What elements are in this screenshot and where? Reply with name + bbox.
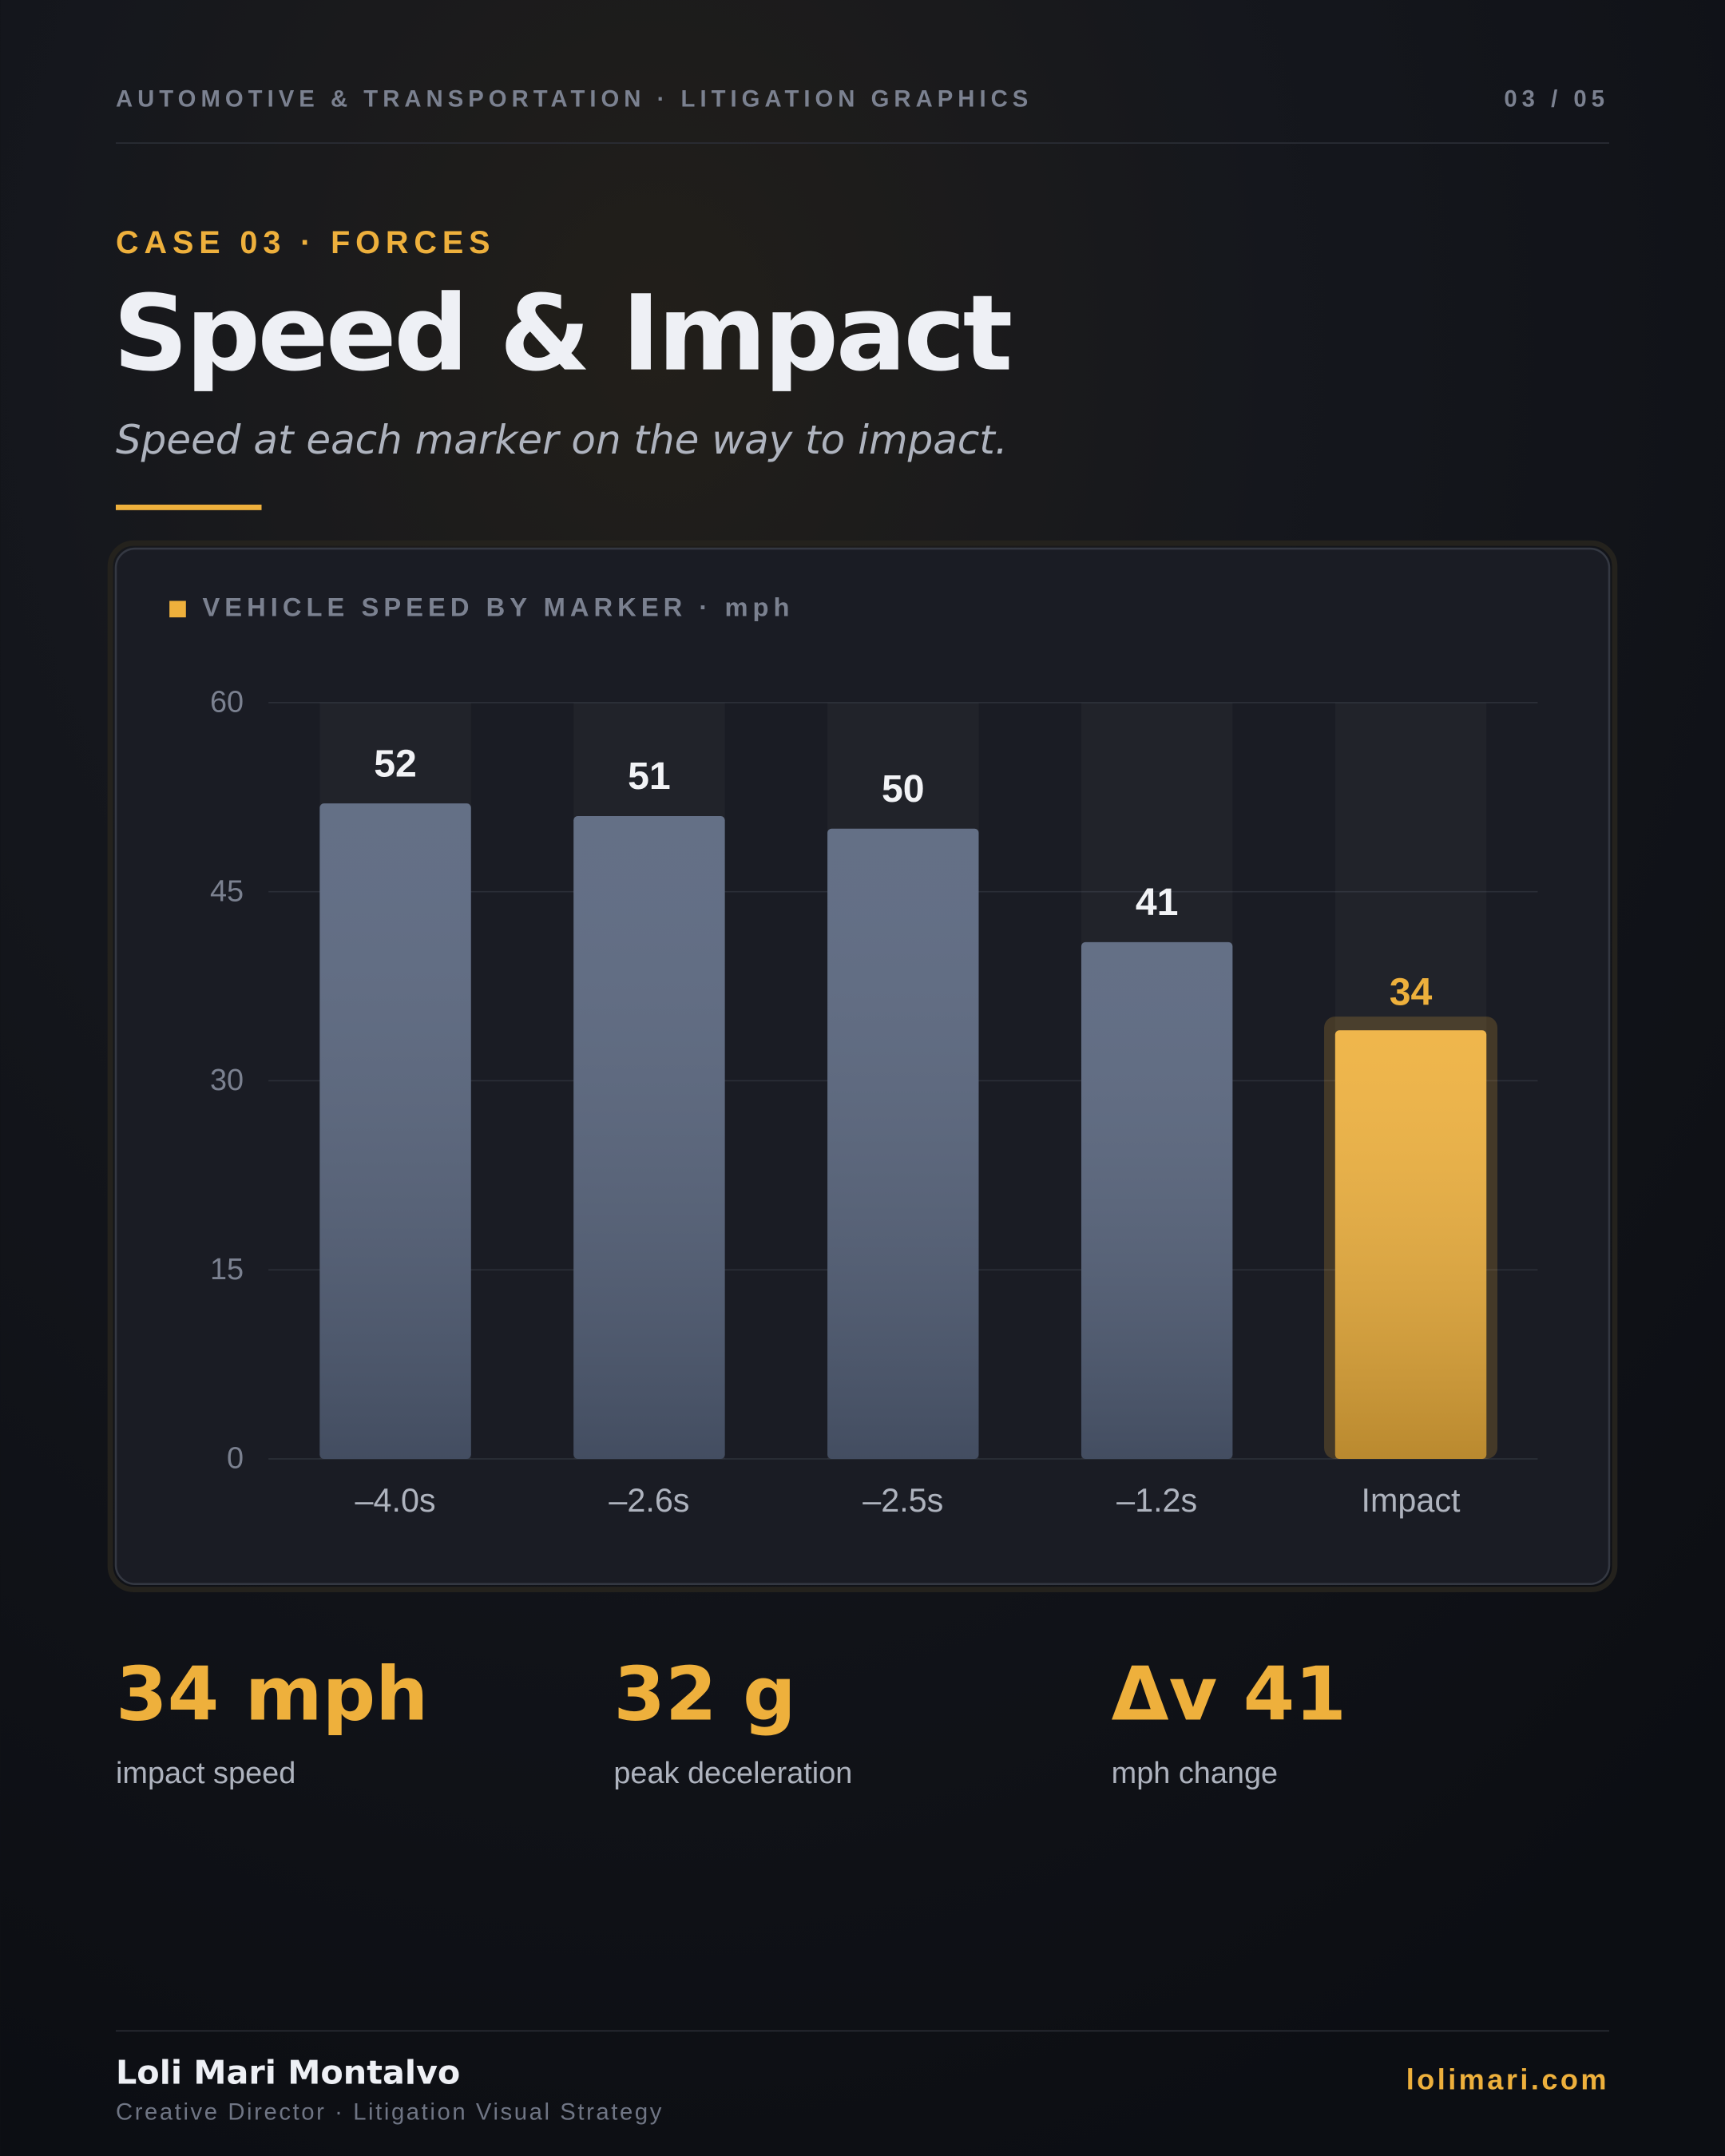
title: Speed & Impact [113,273,1011,394]
bar-shade [827,828,979,1459]
bar-shade [573,815,725,1459]
legend-swatch [169,600,186,618]
value-label: 34 [1390,970,1433,1013]
chart-title: VEHICLE SPEED BY MARKER · mph [202,592,794,621]
plot: 0 15 30 45 60 –4.0s 52 –2.6s 51 –2.5s 50 –1.2s 41 Imp… [210,686,1538,1519]
y-tick-label: 15 [210,1253,244,1286]
card-glow [107,540,1618,1593]
stat-value: 32 g [613,1651,795,1738]
subtitle: Speed at each marker on the way to impac… [116,417,1008,463]
x-tick-label: –2.6s [609,1482,689,1519]
bar-shade [1334,1030,1487,1459]
value-label: 52 [374,742,417,785]
y-tick-label: 30 [210,1064,244,1097]
stat-label: peak deceleration [613,1757,852,1790]
stat-value: Δv 41 [1112,1651,1346,1738]
stat-label: impact speed [116,1757,295,1790]
footer-name: Loli Mari Montalvo [116,2053,460,2091]
page-number: 03 / 05 [1504,86,1609,112]
y-tick-label: 45 [210,874,244,908]
x-tick-label: –4.0s [355,1482,436,1519]
footer-role: Creative Director · Litigation Visual St… [116,2099,664,2125]
footer-site: lolimari.com [1406,2063,1609,2096]
x-tick-label: –1.2s [1116,1482,1197,1519]
x-tick-label: Impact [1362,1482,1461,1519]
value-label: 51 [628,755,671,798]
bar-shade [319,803,471,1459]
x-tick-label: –2.5s [862,1482,943,1519]
stat-label: mph change [1112,1757,1278,1790]
accent-rule [115,504,262,510]
bar-shade [1081,941,1233,1459]
eyebrow: CASE 03 · FORCES [116,225,495,260]
y-tick-label: 60 [210,686,244,719]
y-tick-label: 0 [227,1442,244,1476]
value-label: 50 [882,767,925,810]
value-label: 41 [1136,881,1179,924]
stat-value: 34 mph [116,1651,428,1738]
header-kicker: AUTOMOTIVE & TRANSPORTATION · LITIGATION… [116,86,1033,112]
